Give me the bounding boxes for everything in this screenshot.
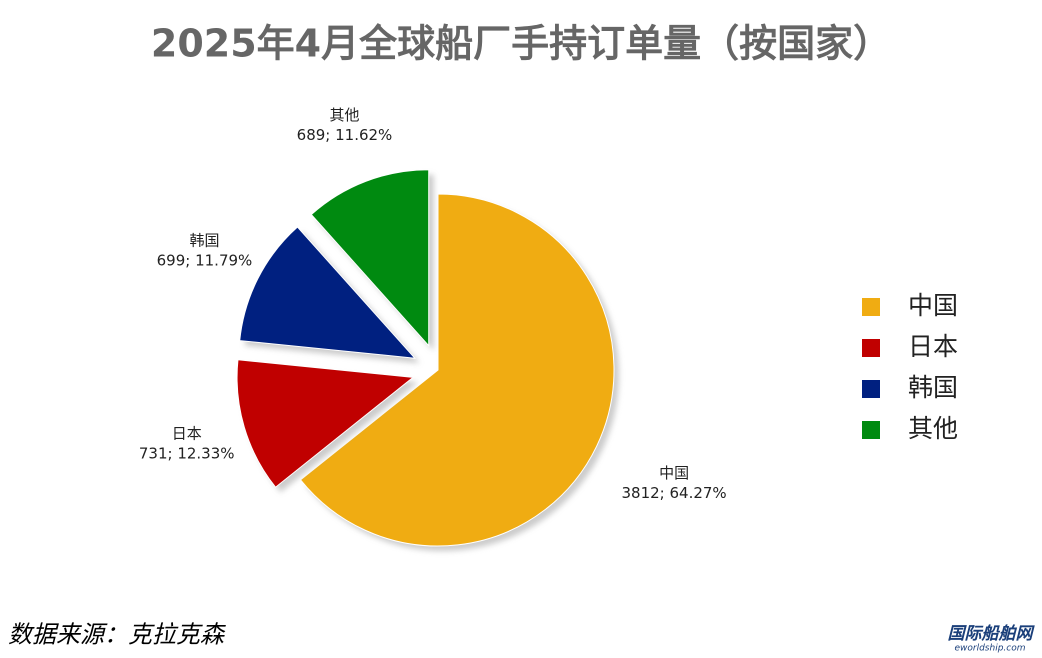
slice — [310, 169, 430, 348]
watermark-url: eworldship.com — [954, 644, 1025, 654]
slice-category-label: 韩国 — [189, 232, 219, 250]
legend-label: 其他 — [908, 414, 958, 443]
slice — [239, 226, 417, 359]
slice-value-label: 731; 12.33% — [139, 445, 235, 463]
slice-category-label: 日本 — [172, 425, 202, 443]
legend-swatch — [862, 380, 880, 398]
legend-swatch — [862, 421, 880, 439]
legend-swatch — [862, 339, 880, 357]
legend-label: 韩国 — [908, 373, 958, 402]
slice-value-label: 689; 11.62% — [297, 126, 393, 144]
legend-swatch — [862, 298, 880, 316]
legend-label: 日本 — [908, 332, 958, 361]
slice — [299, 193, 615, 547]
slice-value-label: 3812; 64.27% — [621, 484, 726, 502]
legend-label: 中国 — [908, 291, 958, 320]
slice-category-label: 其他 — [329, 106, 359, 124]
source: 数据来源：克拉克森 — [8, 621, 226, 649]
slice-value-label: 699; 11.79% — [157, 252, 253, 270]
watermark: 国际船舶网 — [948, 624, 1036, 644]
slice — [236, 359, 415, 488]
slice-category-label: 中国 — [659, 464, 689, 482]
chart-title: 2025年4月全球船厂手持订单量（按国家） — [151, 22, 891, 66]
